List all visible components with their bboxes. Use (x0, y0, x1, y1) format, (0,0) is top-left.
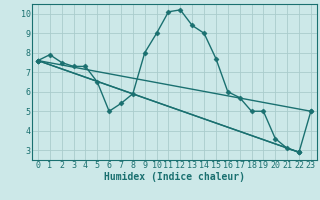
X-axis label: Humidex (Indice chaleur): Humidex (Indice chaleur) (104, 172, 245, 182)
